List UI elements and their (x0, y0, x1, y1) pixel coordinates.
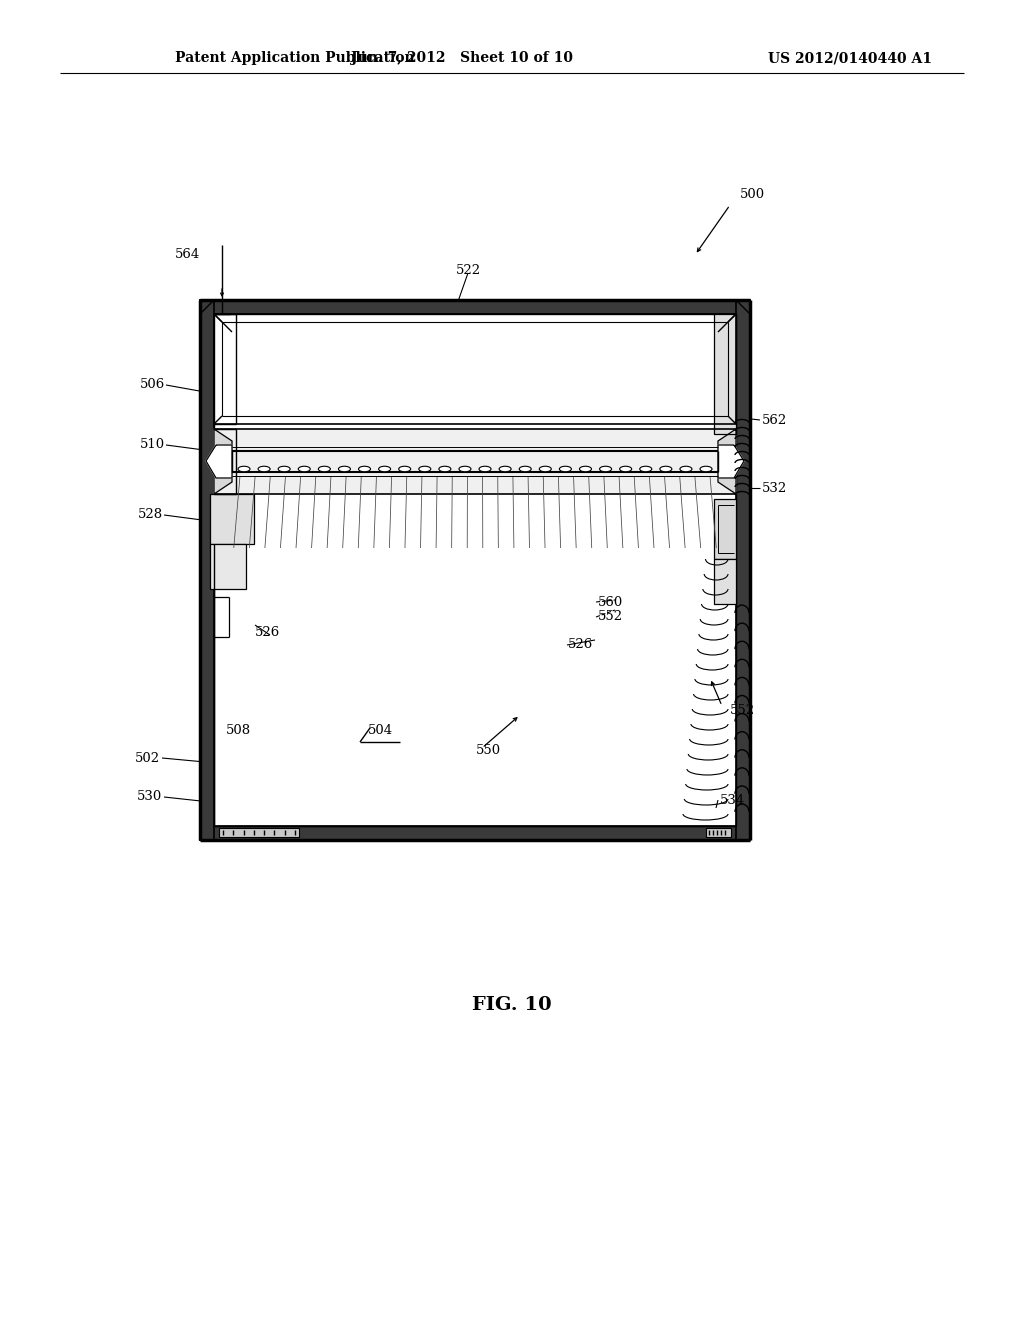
Text: FIG. 10: FIG. 10 (472, 997, 552, 1014)
Bar (219, 828, 299, 837)
Ellipse shape (519, 466, 531, 471)
Ellipse shape (640, 466, 651, 471)
Text: 552: 552 (598, 610, 624, 623)
Text: 534: 534 (720, 793, 745, 807)
Polygon shape (718, 429, 736, 494)
Text: Jun. 7, 2012   Sheet 10 of 10: Jun. 7, 2012 Sheet 10 of 10 (351, 51, 573, 65)
Ellipse shape (680, 466, 692, 471)
Text: 528: 528 (138, 508, 163, 521)
Ellipse shape (659, 466, 672, 471)
Bar (200, 300, 750, 840)
Ellipse shape (439, 466, 451, 471)
Bar (200, 826, 750, 840)
Ellipse shape (379, 466, 390, 471)
Text: 502: 502 (135, 751, 160, 764)
Bar (214, 429, 736, 494)
Text: Patent Application Publication: Patent Application Publication (175, 51, 415, 65)
Ellipse shape (540, 466, 551, 471)
Text: 520: 520 (347, 363, 373, 376)
Bar (210, 494, 254, 544)
Text: 524: 524 (255, 455, 281, 469)
Ellipse shape (459, 466, 471, 471)
Text: US 2012/0140440 A1: US 2012/0140440 A1 (768, 51, 932, 65)
Ellipse shape (398, 466, 411, 471)
Bar (714, 499, 736, 558)
Bar (200, 300, 750, 314)
Text: 554: 554 (357, 454, 383, 466)
Text: 510: 510 (140, 438, 165, 451)
Text: 560: 560 (633, 381, 658, 395)
Text: 506: 506 (139, 379, 165, 392)
Text: 552: 552 (730, 704, 755, 717)
Text: 532: 532 (762, 482, 787, 495)
Bar (214, 314, 736, 424)
Polygon shape (718, 445, 744, 478)
Text: 524: 524 (558, 455, 583, 469)
Text: 508: 508 (225, 723, 251, 737)
Ellipse shape (479, 466, 492, 471)
Text: 550: 550 (475, 743, 501, 756)
Text: 526: 526 (568, 639, 593, 652)
Text: 522: 522 (456, 264, 480, 276)
Ellipse shape (238, 466, 250, 471)
Polygon shape (206, 445, 232, 478)
Ellipse shape (258, 466, 270, 471)
Polygon shape (214, 429, 232, 494)
Text: 564: 564 (175, 248, 200, 261)
Ellipse shape (499, 466, 511, 471)
Ellipse shape (279, 466, 290, 471)
Text: 530: 530 (137, 791, 162, 804)
Ellipse shape (559, 466, 571, 471)
Ellipse shape (298, 466, 310, 471)
Bar (706, 828, 731, 837)
Ellipse shape (600, 466, 611, 471)
Text: 560: 560 (598, 595, 624, 609)
Ellipse shape (358, 466, 371, 471)
Text: 504: 504 (368, 723, 392, 737)
Bar (210, 544, 246, 589)
Ellipse shape (339, 466, 350, 471)
Ellipse shape (419, 466, 431, 471)
Text: 526: 526 (255, 626, 281, 639)
Ellipse shape (620, 466, 632, 471)
Bar (200, 300, 214, 840)
Ellipse shape (580, 466, 592, 471)
Bar (714, 558, 736, 605)
Text: 500: 500 (740, 189, 765, 202)
Text: 562: 562 (762, 413, 787, 426)
Bar (714, 314, 736, 434)
Ellipse shape (700, 466, 712, 471)
Bar (736, 300, 750, 840)
Text: 110: 110 (633, 367, 658, 380)
Text: 520: 520 (435, 454, 461, 466)
Ellipse shape (318, 466, 331, 471)
